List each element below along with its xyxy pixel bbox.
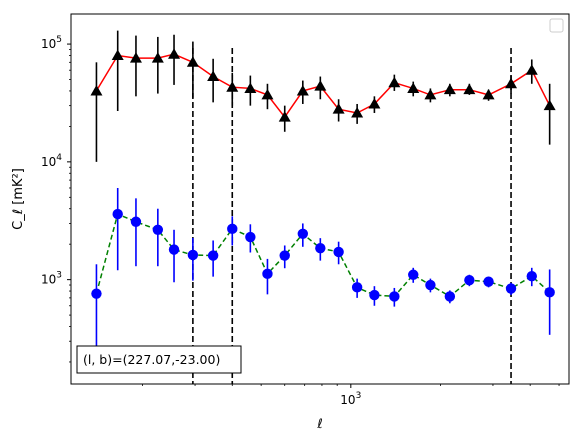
- triangle-marker: [296, 84, 309, 96]
- circle-marker: [168, 244, 180, 255]
- legend-box: [549, 18, 564, 33]
- triangle-marker: [543, 99, 556, 111]
- triangle-marker: [525, 64, 538, 75]
- circle-marker: [297, 228, 309, 239]
- triangle-marker: [443, 83, 456, 95]
- triangle-marker: [505, 77, 518, 89]
- circle-marker: [505, 283, 517, 294]
- triangle-marker: [332, 103, 345, 114]
- y-tick-label: 105: [41, 35, 62, 51]
- circle-marker: [91, 288, 102, 299]
- triangle-marker: [368, 97, 381, 109]
- triangle-marker: [129, 52, 142, 63]
- plot-frame: [70, 13, 570, 385]
- circle-marker: [279, 250, 290, 261]
- circle-marker: [315, 242, 326, 254]
- circle-marker: [464, 274, 475, 286]
- circle-marker: [152, 224, 164, 235]
- circle-marker: [369, 289, 380, 301]
- axis-ticks: 103 103 104 105: [41, 35, 560, 407]
- circle-marker: [333, 246, 344, 258]
- triangle-marker: [351, 106, 364, 118]
- triangle-marker: [463, 83, 476, 95]
- circle-marker: [262, 268, 273, 280]
- circle-marker: [130, 216, 142, 227]
- triangle-marker: [407, 82, 420, 93]
- triangle-marker: [186, 56, 199, 67]
- annotation-box: (l, b)=(227.07,-23.00): [76, 345, 242, 374]
- triangle-marker: [482, 88, 495, 100]
- plot-background: [71, 14, 569, 384]
- y-axis-label: C_ℓ [mK²]: [11, 168, 26, 230]
- y-tick-label: 103: [41, 271, 62, 287]
- triangle-marker: [168, 48, 181, 59]
- circle-marker: [187, 249, 199, 261]
- circle-marker: [408, 269, 419, 280]
- triangle-marker: [244, 82, 257, 93]
- circle-marker: [207, 250, 219, 261]
- circle-marker: [227, 223, 238, 235]
- series-markers: [90, 48, 556, 302]
- triangle-marker: [151, 52, 164, 63]
- circle-marker: [483, 276, 494, 287]
- y-tick-label: 104: [41, 153, 62, 169]
- triangle-marker: [314, 80, 327, 91]
- triangle-marker: [388, 76, 401, 88]
- circle-marker: [245, 231, 256, 243]
- triangle-marker: [90, 84, 103, 96]
- annotation-text: (l, b)=(227.07,-23.00): [83, 352, 220, 367]
- circle-marker: [444, 291, 456, 302]
- circle-marker: [351, 282, 363, 293]
- triangle-marker: [226, 81, 239, 92]
- triangle-marker: [207, 70, 220, 82]
- triangle-marker: [111, 49, 124, 60]
- x-tick-label: 103: [340, 391, 361, 407]
- circle-marker: [112, 208, 123, 220]
- circle-marker: [544, 287, 555, 298]
- triangle-marker: [261, 88, 274, 100]
- circle-marker: [425, 279, 436, 291]
- triangle-marker: [424, 88, 437, 100]
- circle-marker: [389, 291, 400, 302]
- circle-marker: [526, 270, 537, 282]
- triangle-marker: [278, 111, 291, 122]
- y-axis-label-text: C_ℓ [mK²]: [11, 168, 26, 230]
- x-axis-label: ℓ: [316, 417, 322, 432]
